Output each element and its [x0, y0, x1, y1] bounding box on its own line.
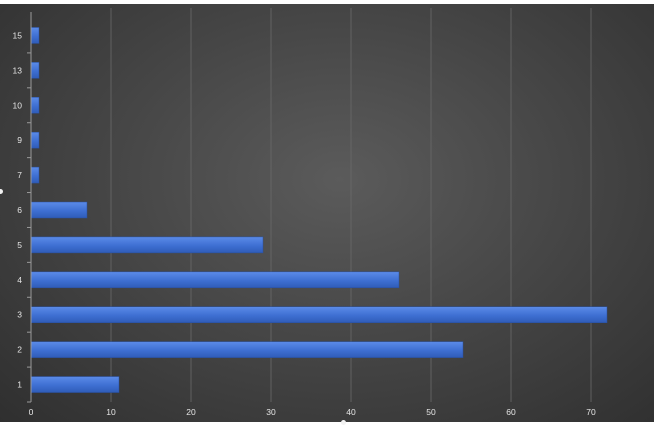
y-tick-label: 9	[17, 135, 22, 145]
x-tick-label: 40	[346, 407, 356, 417]
bar-15[interactable]	[30, 27, 40, 44]
bar-2[interactable]	[30, 341, 464, 358]
chart-area: 0 10 20 30 40 50 60 70 1 2 3 4 5 6 7 9 10 13 15	[0, 4, 654, 422]
bar-9[interactable]	[30, 131, 40, 149]
resize-handle-left[interactable]	[0, 189, 3, 194]
y-tick-label: 15	[13, 30, 23, 40]
y-tick-label: 6	[17, 205, 22, 215]
gridlines	[110, 8, 592, 402]
bar-1[interactable]	[30, 376, 120, 393]
y-tick-label: 5	[17, 240, 22, 250]
resize-handle-bottom[interactable]	[341, 420, 346, 425]
y-tick-label: 3	[17, 310, 22, 320]
x-tick-label: 20	[186, 407, 196, 417]
y-tick-label: 13	[13, 65, 23, 75]
bar-6[interactable]	[30, 201, 88, 219]
bar-5[interactable]	[30, 236, 264, 254]
y-tick-label: 2	[17, 345, 22, 355]
x-tick-label: 10	[106, 407, 116, 417]
y-tick-label: 1	[17, 380, 22, 390]
bar-3[interactable]	[30, 306, 608, 323]
x-tick-label: 60	[506, 407, 516, 417]
axes	[27, 12, 32, 403]
y-tick-label: 4	[17, 275, 22, 285]
tick-labels: 0 10 20 30 40 50 60 70 1 2 3 4 5 6 7 9 10 13 15	[13, 30, 596, 417]
bar-chart: 0 10 20 30 40 50 60 70 1 2 3 4 5 6 7 9 10 13 15	[13, 8, 608, 417]
x-tick-label: 50	[426, 407, 436, 417]
bar-13[interactable]	[30, 62, 40, 79]
x-tick-label: 0	[29, 407, 34, 417]
bars	[30, 27, 608, 393]
y-tick-label: 10	[13, 100, 23, 110]
bar-7[interactable]	[30, 166, 40, 184]
bar-10[interactable]	[30, 97, 40, 114]
x-tick-label: 70	[586, 407, 596, 417]
x-tick-label: 30	[266, 407, 276, 417]
y-tick-label: 7	[17, 170, 22, 180]
bar-4[interactable]	[30, 271, 400, 289]
